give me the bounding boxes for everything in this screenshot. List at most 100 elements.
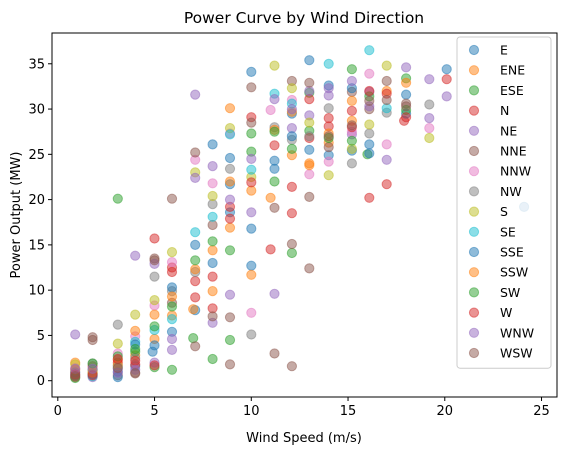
- data-point-nnw-9: [265, 104, 276, 116]
- data-point-wnw-8: [224, 194, 236, 205]
- y-tick-label-10: 10: [28, 284, 45, 299]
- data-point-wnw-16: [401, 62, 412, 73]
- legend-label-wnw: WNW: [500, 325, 534, 340]
- y-tick-label-30: 30: [28, 103, 45, 118]
- data-point-sse-5: [166, 282, 178, 293]
- legend-label-ssw: SSW: [500, 265, 528, 280]
- x-tick-label-5: 5: [150, 404, 158, 419]
- data-point-ssw-4: [149, 309, 160, 320]
- data-point-ne-10: [269, 288, 280, 299]
- data-point-nw-17: [424, 99, 435, 110]
- data-point-nnw-15: [381, 139, 392, 150]
- data-point-ne-17: [424, 113, 435, 124]
- data-point-se-4: [166, 314, 178, 325]
- legend-marker-ene: [468, 65, 480, 76]
- data-point-w-11: [286, 181, 297, 192]
- legend-label-nw: NW: [500, 184, 522, 199]
- data-point-w-9: [246, 177, 257, 188]
- data-point-nne-8: [246, 117, 257, 128]
- data-point-ne-18: [441, 91, 452, 102]
- data-point-nnw-14: [364, 68, 375, 79]
- data-point-nnw-4: [166, 257, 178, 268]
- data-point-nne-15: [381, 75, 392, 87]
- data-point-n-11: [286, 208, 297, 219]
- data-point-w-2: [112, 353, 123, 365]
- data-point-n-14: [346, 105, 357, 117]
- data-point-wnw-1: [87, 363, 98, 374]
- legend-box: [456, 36, 552, 369]
- data-point-wsw-1: [87, 334, 98, 346]
- y-axis: 0 5 10 15 20 25 30 35: [28, 57, 52, 389]
- data-point-nnw-8: [246, 307, 257, 318]
- data-point-ssw-12: [304, 160, 315, 171]
- data-point-ese-4: [166, 364, 178, 375]
- data-point-nne-11: [304, 191, 315, 202]
- data-point-nne-5: [190, 341, 201, 352]
- data-point-sw-6: [190, 255, 201, 266]
- data-point-wsw-15: [323, 131, 334, 142]
- data-point-wnw-5: [166, 333, 178, 345]
- data-point-wsw-7: [207, 311, 218, 322]
- y-tick-label-5: 5: [37, 329, 45, 344]
- data-point-e-14: [304, 55, 315, 66]
- y-tick-label-0: 0: [37, 374, 45, 389]
- data-point-nnw-6: [207, 178, 218, 189]
- data-point-sse-15: [364, 148, 375, 159]
- data-point-ne-8: [224, 289, 236, 300]
- legend-marker-n: [468, 105, 480, 116]
- data-point-e-7: [207, 257, 218, 269]
- legend-label-wsw: WSW: [500, 346, 533, 361]
- data-point-w-5: [166, 266, 178, 278]
- data-point-sse-8: [224, 152, 236, 164]
- legend-label-ese: ESE: [500, 83, 524, 98]
- data-point-wsw-17: [364, 95, 375, 107]
- data-point-e-17: [364, 139, 375, 150]
- data-point-ese-6: [207, 353, 218, 365]
- data-point-sw-10: [269, 126, 280, 137]
- data-point-wsw-8: [224, 359, 236, 370]
- data-point-ene-8: [224, 222, 236, 233]
- x-tick-label-20: 20: [437, 404, 454, 419]
- y-axis-label: Power Output (MW): [9, 152, 24, 279]
- data-point-ese-9: [269, 176, 280, 187]
- data-point-wnw-17: [424, 74, 435, 85]
- legend-marker-se: [468, 226, 480, 237]
- data-point-sse-17: [441, 64, 452, 75]
- data-point-ne-0: [70, 329, 81, 340]
- legend-label-e: E: [500, 43, 508, 58]
- data-point-sse-4: [149, 340, 160, 351]
- data-point-s-17: [424, 132, 435, 144]
- data-point-nnw-12: [323, 156, 334, 167]
- data-point-wnw-10: [269, 94, 280, 105]
- y-tick-label-35: 35: [28, 57, 45, 72]
- data-point-wsw-5: [166, 193, 178, 204]
- legend-label-sw: SW: [500, 285, 520, 300]
- x-tick-label-0: 0: [54, 404, 62, 419]
- data-point-wsw-4: [149, 255, 160, 266]
- data-point-nne-9: [269, 202, 280, 213]
- data-point-wsw-14: [304, 77, 315, 88]
- data-point-ese-12: [346, 64, 357, 75]
- data-point-se-5: [190, 227, 201, 238]
- data-point-se-11: [323, 58, 334, 69]
- legend-label-nnw: NNW: [500, 164, 531, 179]
- data-point-wsw-12: [286, 238, 297, 250]
- data-point-wnw-11: [286, 104, 297, 115]
- data-point-n-8: [224, 213, 236, 224]
- legend-marker-nw: [468, 186, 480, 197]
- data-point-s-15: [364, 119, 375, 130]
- data-point-s-16: [381, 60, 392, 71]
- data-point-nw-13: [323, 103, 334, 114]
- data-point-nne-12: [323, 142, 334, 153]
- x-axis: 0 5 10 15 20 25: [54, 397, 550, 419]
- data-point-sse-6: [190, 239, 201, 250]
- data-point-w-13: [323, 113, 334, 124]
- legend-marker-ssw: [468, 267, 480, 278]
- data-point-wnw-13: [323, 83, 334, 94]
- data-point-nw-8: [224, 163, 236, 174]
- data-point-s-5: [166, 247, 178, 258]
- data-point-s-3: [130, 309, 141, 320]
- legend-label-s: S: [500, 204, 508, 219]
